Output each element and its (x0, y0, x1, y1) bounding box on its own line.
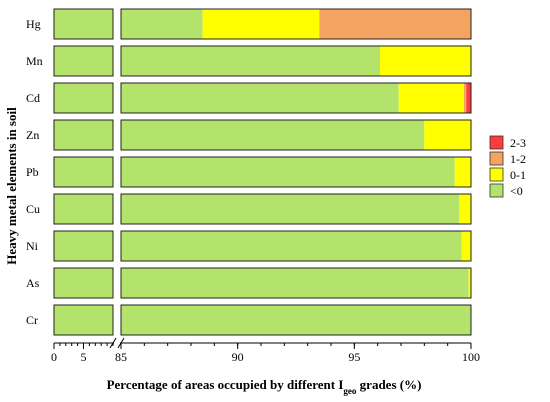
category-labels: Hg Mn Cd Zn Pb Cu Ni As Cr (26, 17, 43, 327)
legend-label-1: 1-2 (510, 152, 526, 166)
bar-outline-cu-right (120, 193, 472, 225)
bar-pb-x0-seg1 (54, 157, 113, 187)
bar-outline-hg-right (120, 8, 472, 40)
bar-outline-cd-right (120, 82, 472, 114)
bar-as-x0-seg1 (54, 268, 113, 298)
bar-pb-0x1-seg1 (454, 157, 471, 187)
bar-outline-mn-right (120, 45, 472, 77)
bar-outline-zn-left (53, 119, 114, 151)
legend-swatch-1 (489, 151, 504, 166)
bar-mn-0x1-seg1 (380, 46, 471, 76)
bar-hg-x0-seg2 (121, 9, 203, 39)
bar-outline-cr-right (120, 304, 472, 336)
bar-cd-0x1-seg1 (398, 83, 464, 113)
bar-outline-hg-left (53, 8, 114, 40)
legend-swatch-3 (489, 183, 504, 198)
x-tick-label-90: 90 (232, 350, 244, 364)
bar-ni-x0-seg2 (121, 231, 462, 261)
bar-cu-x0-seg2 (121, 194, 460, 224)
x-axis-title: Percentage of areas occupied by differen… (107, 377, 422, 396)
category-label-mn: Mn (26, 54, 43, 68)
bar-outline-as-right (120, 267, 472, 299)
x-axis-title-end: grades (%) (356, 377, 421, 392)
bar-zn-0x1-seg1 (424, 120, 471, 150)
bar-cu-0x1-seg1 (459, 194, 471, 224)
bar-cr-x0-seg1 (54, 305, 113, 335)
bar-as-0x1-seg1 (468, 268, 471, 298)
legend-label-3: <0 (510, 184, 523, 198)
bar-cd-x0-seg2 (121, 83, 399, 113)
legend-swatch-0 (489, 135, 504, 150)
bar-cd-2x3-seg1 (466, 83, 471, 113)
category-label-cu: Cu (26, 202, 40, 216)
bar-outline-as-left (53, 267, 114, 299)
bar-pb-x0-seg2 (121, 157, 455, 187)
x-axis: 0 5 85 90 95 100 (51, 337, 480, 364)
bar-outline-mn-left (53, 45, 114, 77)
category-label-cd: Cd (26, 91, 40, 105)
bar-hg-1x2-seg1 (319, 9, 471, 39)
category-label-ni: Ni (26, 239, 39, 253)
bar-cd-x0-seg1 (54, 83, 113, 113)
y-axis-title: Heavy metal elements in soil (4, 107, 19, 265)
bar-cr-x0-seg2 (121, 305, 471, 335)
x-axis-title-main: Percentage of areas occupied by differen… (107, 377, 344, 392)
bar-cd-1x2-seg1 (464, 83, 467, 113)
bar-outline-pb-right (120, 156, 472, 188)
x-tick-label-95: 95 (348, 350, 360, 364)
legend-swatch-2 (489, 167, 504, 182)
bar-as-x0-seg2 (121, 268, 469, 298)
bar-ni-0x1-seg1 (461, 231, 471, 261)
bar-outline-zn-right (120, 119, 472, 151)
category-label-hg: Hg (26, 17, 41, 31)
x-axis-title-subscript: geo (343, 386, 356, 396)
bar-zn-x0-seg2 (121, 120, 425, 150)
bar-zn-x0-seg1 (54, 120, 113, 150)
bar-hg-0x1-seg1 (202, 9, 320, 39)
bar-outline-ni-right (120, 230, 472, 262)
x-tick-label-85: 85 (115, 350, 127, 364)
bar-cu-x0-seg1 (54, 194, 113, 224)
x-tick-label-0: 0 (51, 350, 57, 364)
bar-outline-cr-left (53, 304, 114, 336)
bar-ni-x0-seg1 (54, 231, 113, 261)
legend-label-0: 2-3 (510, 136, 526, 150)
bar-outline-cd-left (53, 82, 114, 114)
bar-outline-ni-left (53, 230, 114, 262)
legend-label-2: 0-1 (510, 168, 526, 182)
axis-break-gap (113, 0, 121, 341)
category-label-cr: Cr (26, 313, 38, 327)
bars-layer (53, 0, 472, 341)
x-tick-label-100: 100 (462, 350, 480, 364)
category-label-as: As (26, 276, 40, 290)
bar-outline-cu-left (53, 193, 114, 225)
bar-hg-x0-seg1 (54, 9, 113, 39)
x-tick-label-5: 5 (81, 350, 87, 364)
category-label-pb: Pb (26, 165, 39, 179)
bar-mn-x0-seg2 (121, 46, 380, 76)
legend: 2-3 1-2 0-1 <0 (489, 135, 526, 198)
bar-outline-pb-left (53, 156, 114, 188)
category-label-zn: Zn (26, 128, 39, 142)
bar-mn-x0-seg1 (54, 46, 113, 76)
